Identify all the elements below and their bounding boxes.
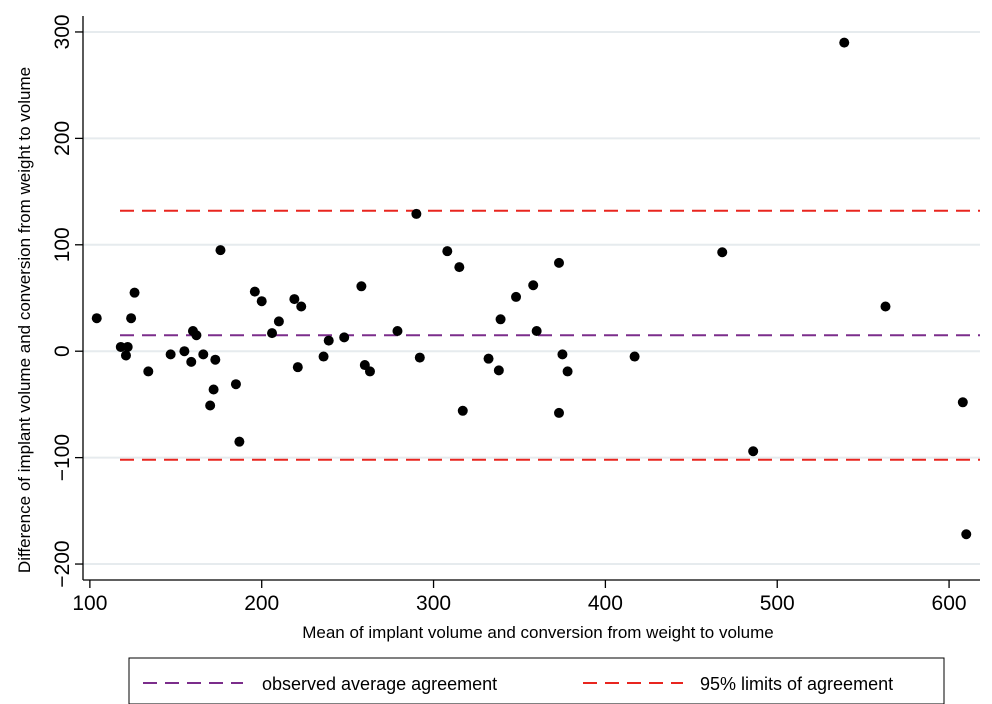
data-point [234,436,245,447]
legend-label-average: observed average agreement [262,674,497,694]
data-point [191,330,202,341]
data-point [483,353,494,364]
data-point [957,397,968,408]
data-point [414,352,425,363]
data-point [442,246,453,257]
y-tick-label: 300 [51,14,74,49]
data-point [230,379,241,390]
data-point [165,349,176,360]
data-point [91,313,102,324]
data-point [411,208,422,219]
data-point [562,366,573,377]
data-point [129,287,140,298]
data-point [318,351,329,362]
data-point [198,349,209,360]
x-tick-label: 100 [72,592,107,615]
gridlines [83,30,980,566]
data-point [208,384,219,395]
data-point [339,332,350,343]
x-tick-label: 500 [760,592,795,615]
data-point [454,262,465,273]
data-point [120,350,131,361]
data-point [179,346,190,357]
data-point [364,366,375,377]
legend: observed average agreement 95% limits of… [128,657,945,704]
y-axis-title: Difference of implant volume and convers… [15,67,34,573]
y-tick-label: 100 [51,227,74,262]
y-tick-label: −100 [51,434,74,481]
data-point [553,407,564,418]
data-point [205,400,216,411]
data-point [126,313,137,324]
legend-box [128,657,945,704]
legend-label-limits: 95% limits of agreement [700,674,893,694]
data-point [215,245,226,256]
x-tick-label: 300 [416,592,451,615]
data-point [511,291,522,302]
data-point [392,325,403,336]
data-point [495,314,506,325]
data-point [256,296,267,307]
data-point [356,281,367,292]
data-point [557,349,568,360]
data-point [289,294,300,305]
x-axis-title: Mean of implant volume and conversion fr… [302,623,774,642]
data-point [186,356,197,367]
x-tick-label: 600 [932,592,967,615]
data-point [961,529,972,540]
data-point [531,325,542,336]
data-point [273,316,284,327]
y-tick-label: 200 [51,121,74,156]
data-point [143,366,154,377]
data-point [839,37,850,48]
data-point [122,341,133,352]
data-point [553,257,564,268]
data-point [267,328,278,339]
data-point [880,301,891,312]
data-point [629,351,640,362]
data-point [210,354,221,365]
data-point [457,405,468,416]
y-tick-label: 0 [51,345,74,357]
data-point [296,301,307,312]
reference-lines [120,209,980,461]
axes [82,16,980,581]
ticks: −200 −100 0 100 200 300 100 200 300 400 500 600 [51,14,967,615]
data-point [292,362,303,373]
data-points [91,37,972,540]
data-point [249,286,260,297]
y-tick-label: −200 [51,540,74,587]
data-point [493,365,504,376]
x-tick-label: 400 [588,592,623,615]
data-point [528,280,539,291]
data-point [748,446,759,457]
x-tick-label: 200 [244,592,279,615]
data-point [115,341,126,352]
data-point [717,247,728,258]
data-point [323,335,334,346]
